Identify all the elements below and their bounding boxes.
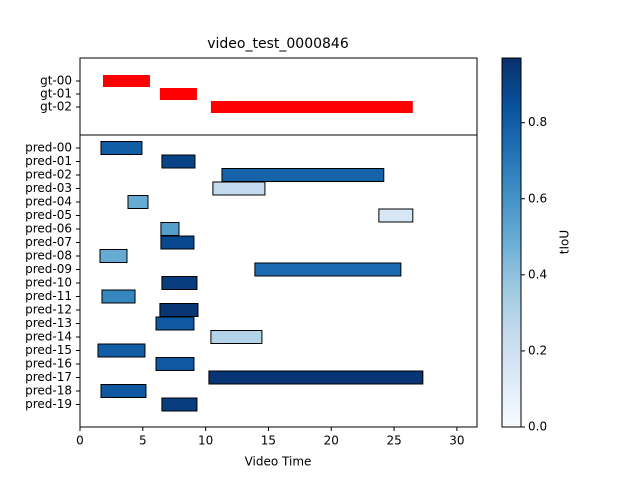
y-tick-label: gt-01	[40, 87, 72, 101]
y-tick-label: pred-09	[25, 262, 72, 276]
gt-segment	[159, 88, 197, 100]
pred-segment	[99, 249, 128, 263]
y-tick-label: pred-05	[25, 208, 72, 222]
chart-title: video_test_0000846	[207, 36, 349, 52]
x-tick-label: 25	[386, 434, 401, 448]
pred-segment	[100, 384, 147, 398]
x-tick-label: 15	[261, 434, 276, 448]
pred-segment	[221, 168, 385, 182]
pred-segment	[161, 154, 196, 169]
colorbar	[501, 57, 522, 428]
pred-segment	[100, 141, 143, 155]
y-tick-label: pred-16	[25, 357, 72, 371]
y-tick-label: pred-00	[25, 141, 72, 155]
x-tick-label: 10	[198, 434, 213, 448]
pred-segment	[208, 370, 424, 385]
colorbar-tick-label: 0.2	[528, 343, 547, 357]
pred-segment	[161, 397, 198, 412]
colorbar-tick-label: 0.6	[528, 191, 547, 205]
y-tick-label: pred-01	[25, 154, 72, 168]
pred-segment	[212, 181, 266, 196]
y-tick-label: pred-10	[25, 276, 72, 290]
y-tick-label: pred-06	[25, 222, 72, 236]
x-tick-label: 20	[324, 434, 339, 448]
y-tick-label: pred-04	[25, 195, 72, 209]
colorbar-tick-label: 0.4	[528, 267, 547, 281]
y-tick-label: pred-02	[25, 168, 72, 182]
gt-segment	[102, 75, 150, 87]
y-tick-label: pred-07	[25, 235, 72, 249]
plot-frame	[79, 57, 478, 428]
colorbar-tick-label: 0.0	[528, 420, 547, 434]
y-tick-label: pred-19	[25, 397, 72, 411]
y-tick-label: pred-15	[25, 343, 72, 357]
pred-segment	[160, 235, 195, 250]
y-tick-label: pred-12	[25, 303, 72, 317]
x-tick-label: 5	[139, 434, 147, 448]
pred-segment	[161, 276, 198, 290]
pred-segment	[155, 357, 195, 371]
y-tick-label: gt-02	[40, 100, 72, 114]
y-tick-label: pred-03	[25, 181, 72, 195]
x-axis-label: Video Time	[245, 455, 312, 469]
pred-segment	[155, 316, 195, 331]
y-tick-label: pred-08	[25, 249, 72, 263]
y-tick-label: gt-00	[40, 74, 72, 88]
pred-segment	[160, 222, 180, 236]
pred-segment	[378, 208, 414, 223]
pred-segment	[254, 262, 402, 277]
y-tick-label: pred-17	[25, 370, 72, 384]
pred-segment	[101, 289, 136, 304]
y-tick-label: pred-11	[25, 289, 72, 303]
pred-segment	[159, 303, 199, 317]
x-tick-label: 0	[76, 434, 84, 448]
x-tick-label: 30	[449, 434, 464, 448]
colorbar-tick-label: 0.8	[528, 115, 547, 129]
colorbar-label: tIoU	[558, 230, 572, 254]
pred-segment	[210, 330, 263, 344]
y-tick-label: pred-13	[25, 316, 72, 330]
pred-segment	[97, 343, 146, 358]
gt-segment	[210, 101, 413, 113]
pred-segment	[127, 195, 149, 209]
y-tick-label: pred-18	[25, 384, 72, 398]
y-tick-label: pred-14	[25, 330, 72, 344]
